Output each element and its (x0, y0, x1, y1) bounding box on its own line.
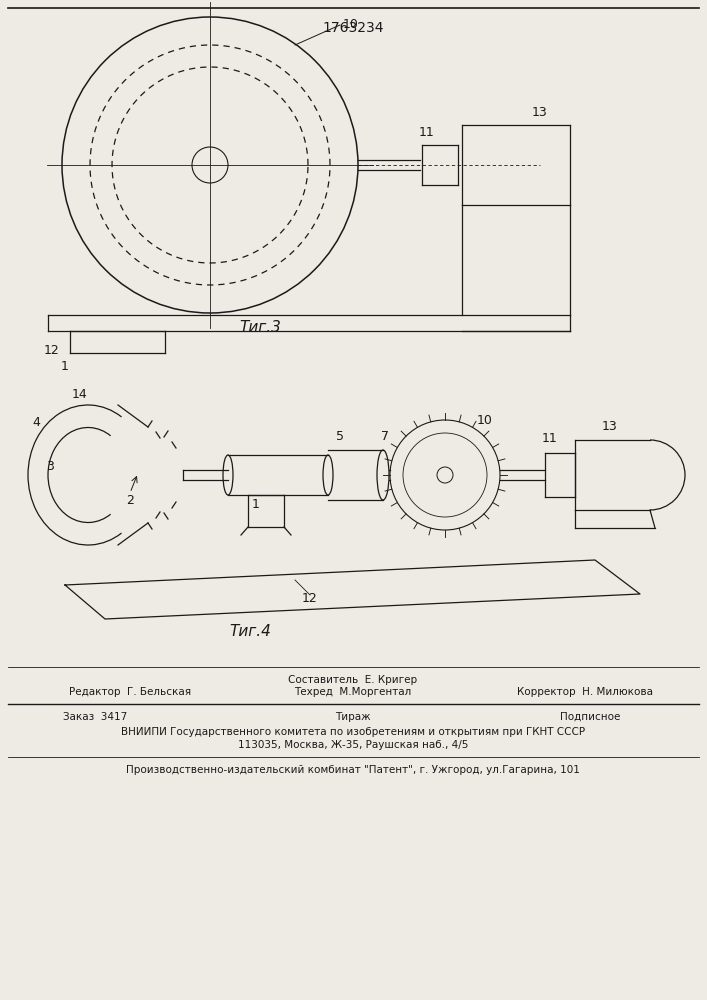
Text: Τиг.3: Τиг.3 (239, 320, 281, 336)
Text: 7: 7 (381, 430, 389, 442)
Text: 1: 1 (252, 498, 260, 512)
Text: Корректор  Н. Милюкова: Корректор Н. Милюкова (517, 687, 653, 697)
Text: 1763234: 1763234 (322, 21, 384, 35)
Text: 11: 11 (542, 432, 558, 446)
Text: Редактор  Г. Бельская: Редактор Г. Бельская (69, 687, 191, 697)
Text: 2: 2 (126, 494, 134, 508)
Text: Техред  М.Моргентал: Техред М.Моргентал (294, 687, 411, 697)
Text: Заказ  3417: Заказ 3417 (63, 712, 127, 722)
Text: Подписное: Подписное (560, 712, 620, 722)
Text: Составитель  Е. Кригер: Составитель Е. Кригер (288, 675, 418, 685)
Text: 4: 4 (32, 416, 40, 430)
Text: 14: 14 (72, 388, 88, 401)
Text: 13: 13 (532, 105, 548, 118)
Text: 12: 12 (302, 591, 318, 604)
Text: 113035, Москва, Ж-35, Раушская наб., 4/5: 113035, Москва, Ж-35, Раушская наб., 4/5 (238, 740, 468, 750)
Text: 11: 11 (419, 125, 435, 138)
Text: 5: 5 (336, 430, 344, 442)
Text: Тираж: Тираж (335, 712, 370, 722)
Text: 13: 13 (602, 420, 618, 432)
Text: 3: 3 (46, 460, 54, 474)
Text: 10: 10 (343, 18, 359, 31)
Text: 10: 10 (477, 414, 493, 426)
Text: ВНИИПИ Государственного комитета по изобретениям и открытиям при ГКНТ СССР: ВНИИПИ Государственного комитета по изоб… (121, 727, 585, 737)
Text: Τиг.4: Τиг.4 (229, 624, 271, 640)
Text: 1: 1 (61, 360, 69, 373)
Text: Производственно-издательский комбинат "Патент", г. Ужгород, ул.Гагарина, 101: Производственно-издательский комбинат "П… (126, 765, 580, 775)
Text: 12: 12 (44, 344, 60, 358)
